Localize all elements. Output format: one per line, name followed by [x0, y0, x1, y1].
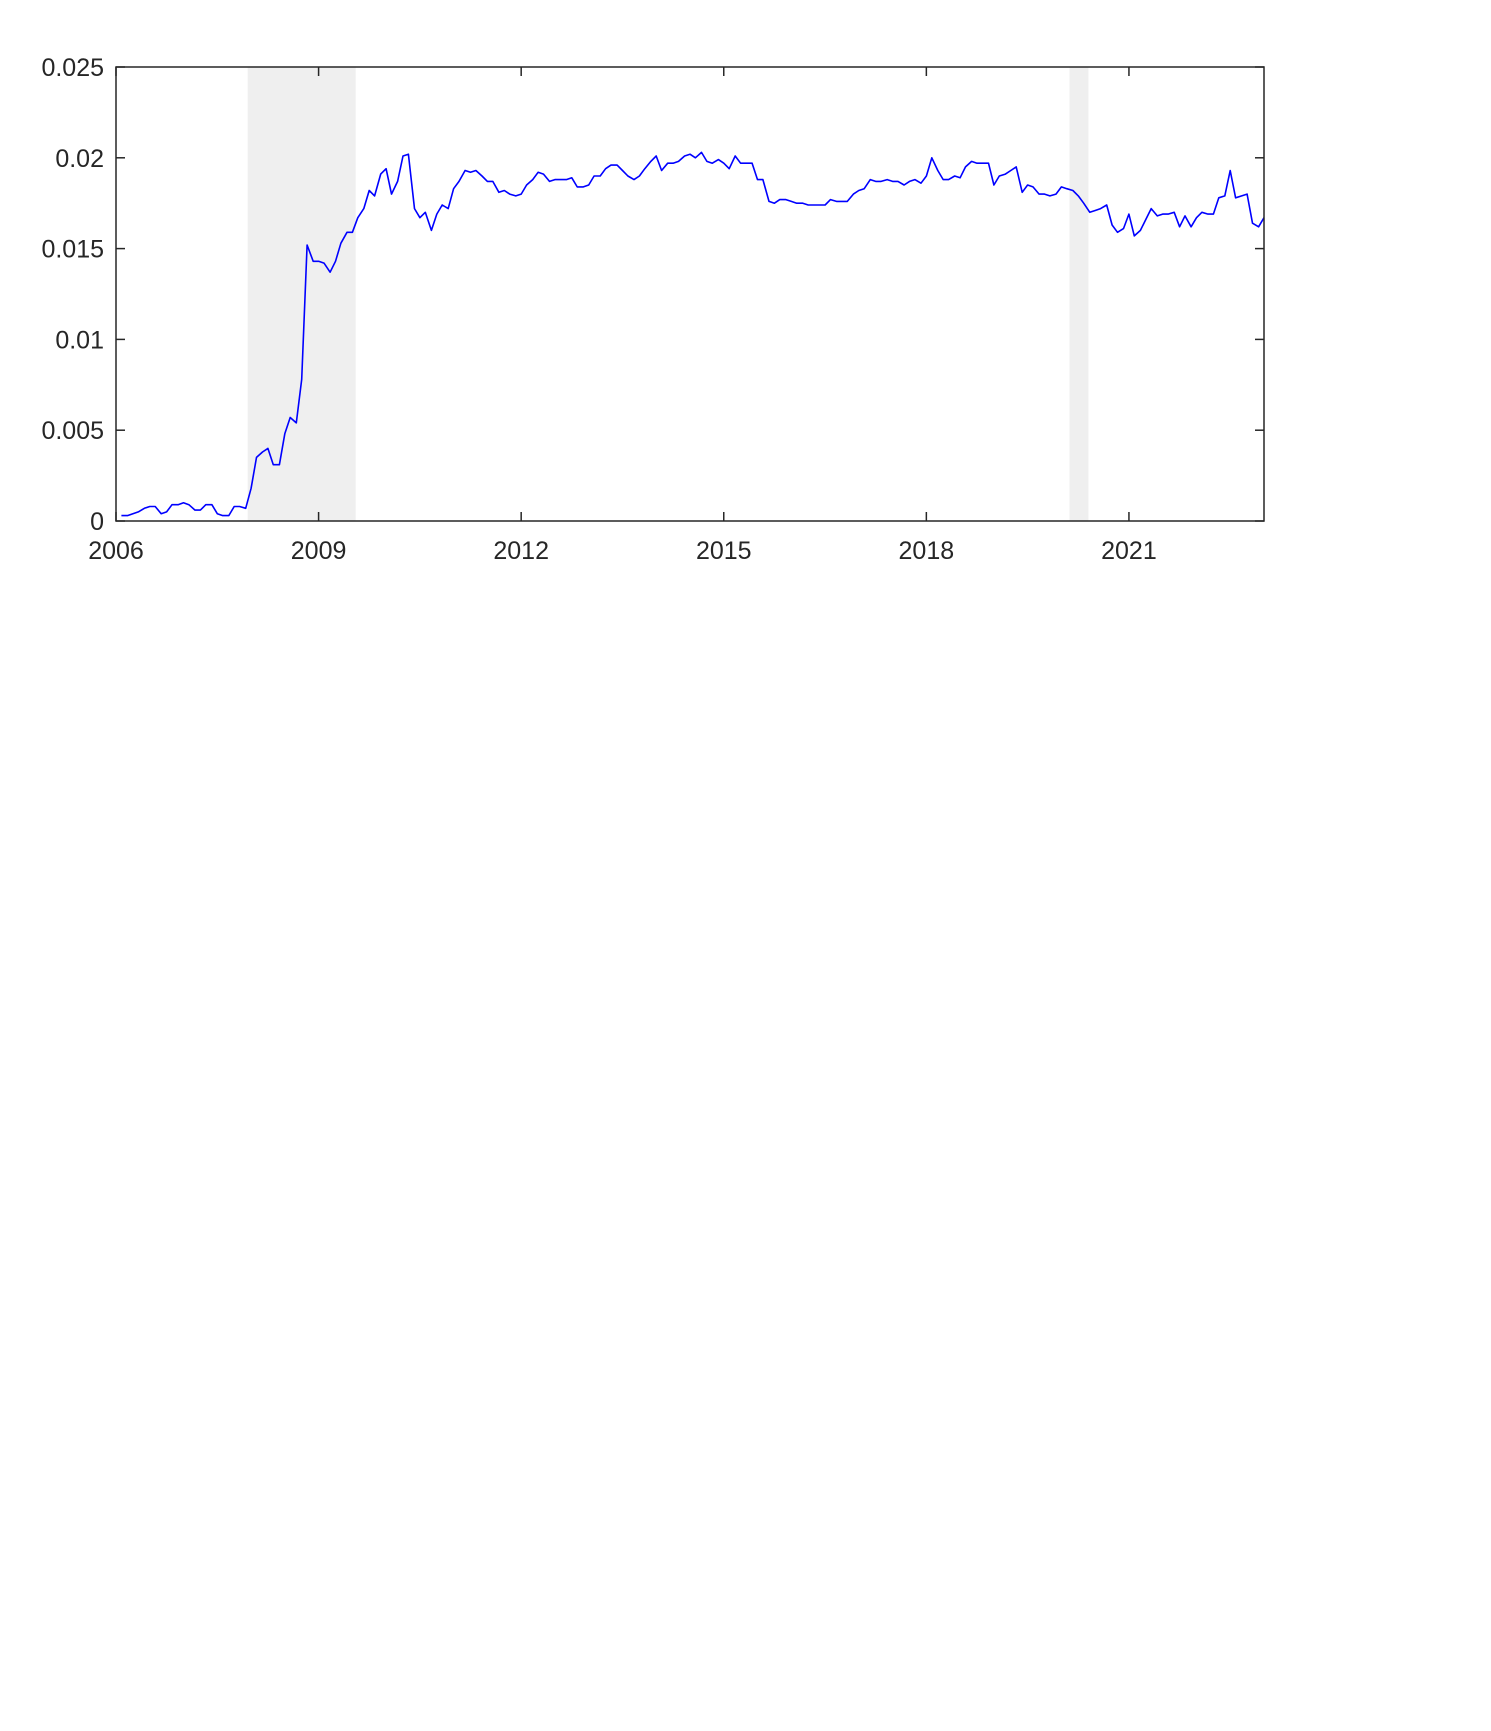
y-tick-label: 0: [90, 508, 104, 536]
series-line-1: [121, 151, 1265, 517]
shaded-period-2: [1069, 67, 1089, 521]
shaded-period-1: [247, 67, 356, 521]
y-tick-label: 0.005: [41, 417, 104, 445]
x-tick-label: 2012: [493, 537, 549, 565]
y-tick-label: 0.015: [41, 236, 104, 264]
y-tick-label: 0.01: [55, 326, 104, 354]
y-tick-label: 0.025: [41, 54, 104, 82]
x-tick-label: 2006: [88, 537, 144, 565]
x-tick-label: 2015: [696, 537, 752, 565]
x-tick-label: 2018: [899, 537, 955, 565]
x-tick-label: 2021: [1101, 537, 1157, 565]
y-tick-label: 0.02: [55, 145, 104, 173]
plot-frame: [115, 66, 1265, 522]
x-tick-label: 2009: [291, 537, 347, 565]
